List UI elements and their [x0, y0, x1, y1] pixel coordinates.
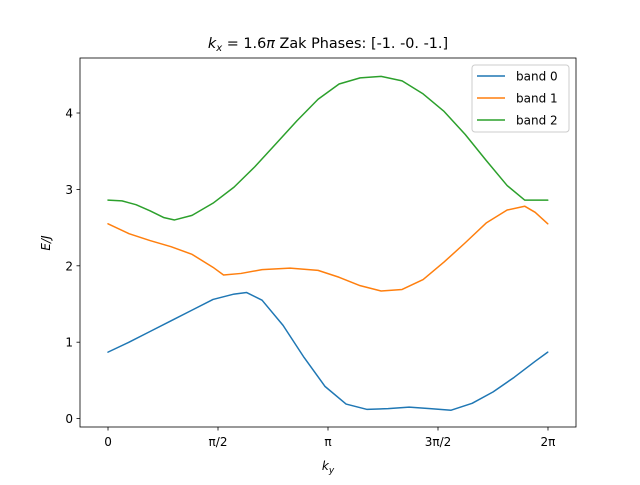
- x-axis-label: ky: [322, 459, 335, 476]
- series-line-band-2: [107, 75, 549, 221]
- x-tick-label: 2π: [541, 435, 556, 449]
- plot-area: [107, 75, 549, 411]
- y-tick-label: 2: [65, 259, 73, 273]
- y-tick-label: 3: [65, 183, 73, 197]
- series-line-band-0: [107, 291, 549, 411]
- legend-label-band-2: band 2: [516, 114, 558, 128]
- y-axis-ticks: 0 1 2 3 4: [65, 107, 80, 426]
- legend-label-band-1: band 1: [516, 92, 558, 106]
- series-line-band-1: [107, 205, 549, 292]
- x-tick-label: 3π/2: [425, 435, 452, 449]
- y-tick-label: 0: [65, 412, 73, 426]
- legend-label-band-0: band 0: [516, 70, 558, 84]
- chart-title: kx = 1.6π Zak Phases: [-1. -0. -1.]: [208, 36, 448, 54]
- legend: band 0 band 1 band 2: [471, 64, 570, 133]
- x-tick-label: 0: [104, 435, 112, 449]
- x-axis-ticks: 0 π/2 π 3π/2 2π: [104, 427, 555, 449]
- y-tick-label: 1: [65, 336, 73, 350]
- x-tick-label: π/2: [209, 435, 228, 449]
- legend-entries: band 0 band 1 band 2: [477, 70, 558, 128]
- y-tick-label: 4: [65, 107, 73, 121]
- legend-box: [471, 64, 570, 133]
- x-tick-label: π: [324, 435, 331, 449]
- y-axis-label: E/J: [39, 235, 53, 251]
